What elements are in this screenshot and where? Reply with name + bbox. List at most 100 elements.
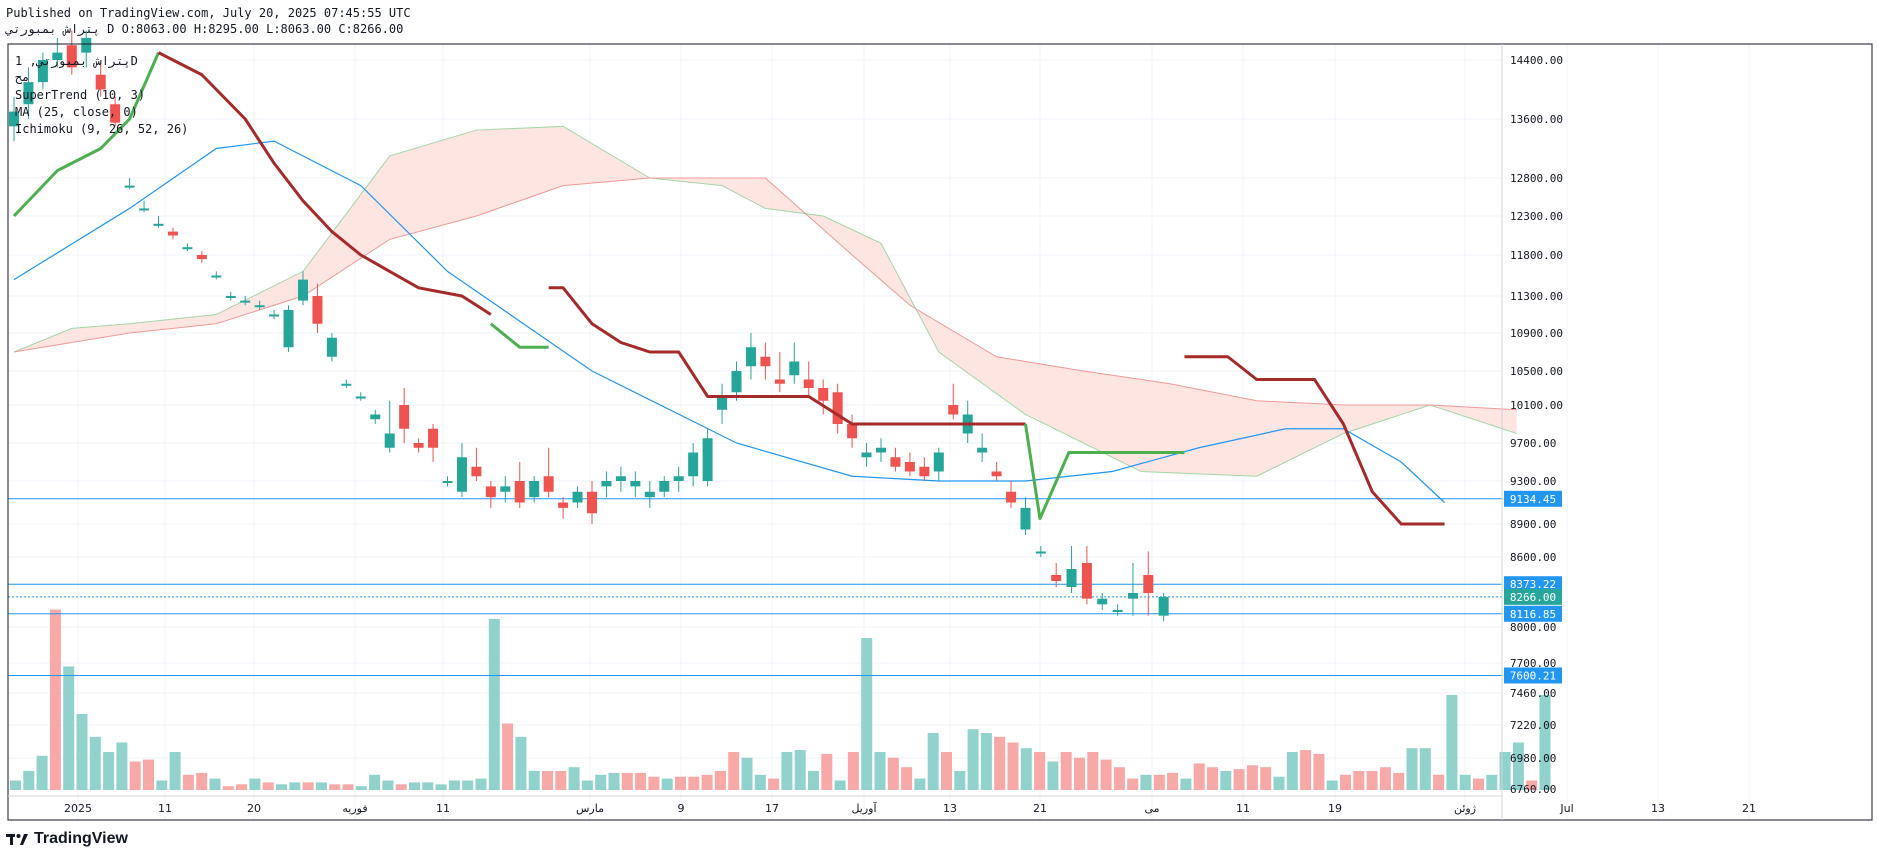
y-tick-label: 12800.00 [1510, 172, 1563, 185]
price-badge [1504, 605, 1562, 622]
volume-bar [1100, 759, 1112, 790]
volume-bar [1379, 767, 1391, 790]
volume-bar [23, 771, 35, 790]
volume-bar [1193, 763, 1205, 790]
volume-bar [475, 778, 487, 790]
volume-bar [448, 780, 460, 790]
volume-bar [422, 782, 434, 790]
candle-body [890, 457, 901, 467]
cloud-fill [14, 126, 1517, 477]
candle-body [124, 185, 135, 188]
ichimoku-span-a [13, 125, 1517, 477]
volume-bar [1220, 771, 1232, 790]
x-tick-label: می [1144, 802, 1159, 815]
candle-body [153, 223, 164, 226]
y-tick-label: 6760.00 [1510, 783, 1556, 796]
candle-body [471, 466, 482, 477]
volume-bar [874, 752, 886, 790]
volume-bar [36, 755, 48, 790]
legend-supertrend[interactable]: SuperTrend (10, 3) [15, 88, 146, 102]
supertrend-down-segment [548, 286, 1026, 426]
x-tick-label: 19 [1328, 802, 1342, 815]
price-badge [1504, 667, 1562, 684]
candle-body [95, 74, 106, 90]
legend-symbol: ﭘﺘﺮﺍﺵ ﺑﻤﺒﻮﺭﺗﻲ, 1D [15, 54, 138, 68]
supertrend-down-segment [1184, 355, 1445, 526]
candle-body [688, 452, 699, 477]
tradingview-logo-icon [6, 834, 28, 845]
volume-bar [861, 638, 873, 790]
ma-line [13, 140, 1445, 503]
y-tick-label: 7220.00 [1510, 719, 1556, 732]
grid [8, 44, 1750, 820]
x-tick-label: 21 [1742, 802, 1756, 815]
volume-bar [621, 772, 633, 790]
candle-body [254, 305, 265, 308]
volume-bar [89, 736, 101, 790]
volume-bar [688, 776, 700, 790]
candle-body [1097, 598, 1108, 605]
volume-bar [1167, 772, 1179, 790]
price-badge [1504, 576, 1562, 593]
x-tick-label: 11 [158, 802, 172, 815]
volume-bar [1512, 742, 1524, 790]
candle-body [9, 111, 19, 127]
volume-bar [10, 780, 21, 790]
x-tick-label: 11 [1236, 802, 1250, 815]
candle-body [558, 502, 569, 508]
x-tick-label: 9 [678, 802, 685, 815]
volume-bar [369, 774, 381, 790]
candle-body [876, 447, 886, 453]
y-tick-label: 12300.00 [1510, 210, 1563, 223]
supertrend-line [12, 51, 1445, 526]
x-tick-label: 20 [247, 802, 261, 815]
legend-ichimoku[interactable]: Ichimoku (9, 26, 52, 26) [15, 122, 189, 136]
candle-body [225, 296, 236, 298]
volume-bar [568, 767, 580, 790]
volume-bar [222, 786, 234, 790]
volume-bar [1326, 780, 1338, 790]
volume-bar [1273, 776, 1285, 790]
candle-body [818, 388, 829, 401]
candle-body [1112, 610, 1123, 612]
candle-body [1020, 507, 1031, 530]
volume-bar [116, 742, 128, 790]
volume-bar [302, 782, 314, 790]
ohlc-caption: ﭘﺘﺮﺍﺵ ﺑﻤﺒﻮﺭﺗﻲ D O:8063.00 H:8295.00 L:80… [6, 22, 404, 36]
y-tick-label: 7700.00 [1510, 657, 1556, 670]
candle-body [399, 405, 410, 429]
brand-label: TradingView [34, 830, 128, 847]
candle-body [514, 481, 525, 503]
supertrend-down-segment [157, 51, 492, 316]
volume-bar [595, 774, 607, 790]
volume-bar [1140, 774, 1152, 790]
volume-bar [1207, 767, 1218, 790]
volume-bar [714, 771, 726, 790]
y-tick-label: 10500.00 [1510, 365, 1563, 378]
candle-body [861, 452, 872, 458]
frame-border [7, 43, 1873, 821]
volume-bar [1340, 774, 1351, 790]
legend-ma[interactable]: MA (25, close, 0) [15, 105, 138, 119]
volume-bar [342, 784, 354, 790]
volume-bars [10, 609, 1551, 790]
x-tick-label: 2025 [64, 802, 92, 815]
volume-bar [1074, 757, 1085, 790]
candle-body [717, 396, 728, 410]
volume-bar [1300, 750, 1312, 790]
price-levels [8, 498, 1502, 676]
volume-bar [728, 752, 740, 790]
candle-body [269, 314, 280, 317]
candle-body [529, 481, 540, 498]
volume-bar [901, 767, 913, 790]
x-tick-label: 11 [436, 802, 450, 815]
candle-body [803, 379, 814, 388]
volume-bar [701, 774, 713, 790]
candle-body [326, 337, 337, 357]
volume-bar [1047, 761, 1059, 790]
volume-bar [262, 782, 274, 790]
candle-body [702, 438, 713, 481]
volume-bar [1393, 772, 1405, 790]
